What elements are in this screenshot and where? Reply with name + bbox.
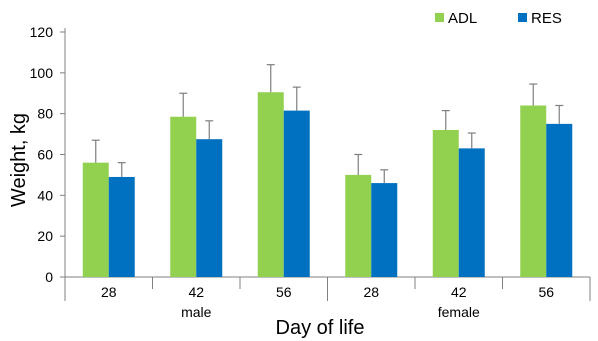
y-tick-label: 80 bbox=[37, 106, 53, 122]
legend-swatch bbox=[518, 13, 527, 22]
bar bbox=[82, 162, 109, 277]
legend-swatch bbox=[435, 13, 444, 22]
y-tick-label: 60 bbox=[37, 147, 53, 163]
bar bbox=[432, 130, 459, 277]
y-axis: 0 20 40 60 80 100 120 bbox=[30, 24, 66, 285]
bar bbox=[170, 116, 197, 278]
error-bars bbox=[91, 64, 564, 184]
y-tick-label: 120 bbox=[30, 24, 54, 40]
bar bbox=[371, 183, 398, 277]
bar bbox=[546, 123, 573, 277]
bars bbox=[82, 92, 573, 278]
legend-label: ADL bbox=[448, 10, 477, 27]
y-axis-title: Weight, kg bbox=[8, 113, 30, 207]
y-tick-label: 100 bbox=[30, 65, 54, 81]
x-tick-label: 56 bbox=[538, 284, 554, 300]
x-axis-title: Day of life bbox=[276, 317, 365, 339]
bar bbox=[345, 174, 372, 277]
x-axis: 28 42 56 28 42 56 male female bbox=[64, 276, 591, 320]
bar bbox=[196, 139, 223, 277]
x-group-label: male bbox=[181, 304, 212, 320]
bar bbox=[520, 105, 547, 277]
y-tick-label: 20 bbox=[37, 228, 53, 244]
x-tick-label: 42 bbox=[188, 284, 204, 300]
x-tick-label: 28 bbox=[363, 284, 379, 300]
bar bbox=[108, 176, 135, 277]
legend: ADL RES bbox=[435, 10, 562, 27]
legend-label: RES bbox=[531, 10, 562, 27]
y-tick-label: 40 bbox=[37, 187, 53, 203]
y-tick-label: 0 bbox=[45, 269, 53, 285]
x-tick-label: 28 bbox=[101, 284, 117, 300]
x-group-label: female bbox=[438, 304, 480, 320]
x-tick-label: 42 bbox=[451, 284, 467, 300]
bar bbox=[283, 110, 310, 278]
bar bbox=[257, 92, 284, 278]
bar bbox=[458, 148, 485, 277]
x-tick-label: 56 bbox=[276, 284, 292, 300]
